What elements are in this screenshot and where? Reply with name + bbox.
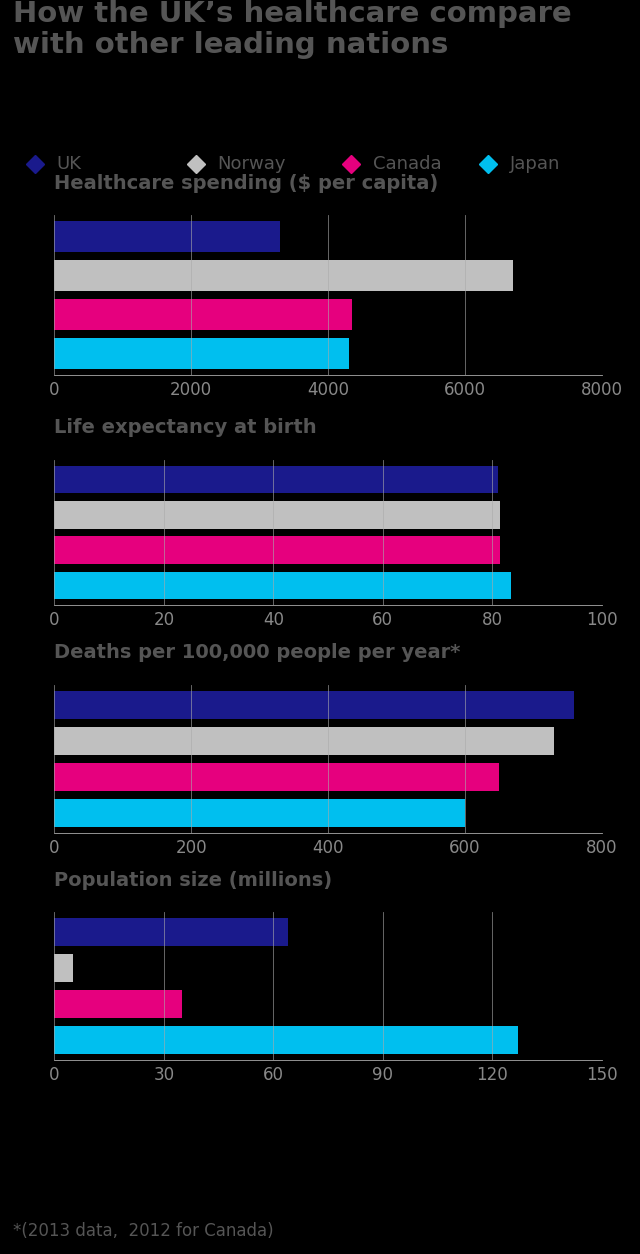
Bar [54, 1026, 518, 1055]
Bar [54, 261, 513, 291]
Text: *(2013 data,  2012 for Canada): *(2013 data, 2012 for Canada) [13, 1221, 273, 1240]
Text: Japan: Japan [509, 155, 560, 173]
Bar [54, 221, 280, 252]
Bar [54, 465, 498, 493]
Text: Life expectancy at birth: Life expectancy at birth [54, 418, 317, 436]
Bar [54, 918, 288, 946]
Bar [54, 954, 73, 982]
Bar [54, 762, 499, 791]
Text: UK: UK [56, 155, 81, 173]
Bar [54, 537, 500, 564]
Bar [54, 339, 349, 369]
Text: Canada: Canada [373, 155, 442, 173]
Bar [54, 691, 574, 719]
Bar [54, 300, 352, 330]
Bar [54, 727, 554, 755]
Bar [54, 989, 182, 1018]
Bar [54, 799, 465, 828]
Text: How the UK’s healthcare compare
with other leading nations: How the UK’s healthcare compare with oth… [13, 0, 572, 59]
Text: Norway: Norway [218, 155, 286, 173]
Bar [54, 572, 511, 599]
Text: Deaths per 100,000 people per year*: Deaths per 100,000 people per year* [54, 643, 461, 662]
Text: Population size (millions): Population size (millions) [54, 872, 333, 890]
Bar [54, 502, 500, 529]
Text: Healthcare spending ($ per capita): Healthcare spending ($ per capita) [54, 174, 438, 193]
